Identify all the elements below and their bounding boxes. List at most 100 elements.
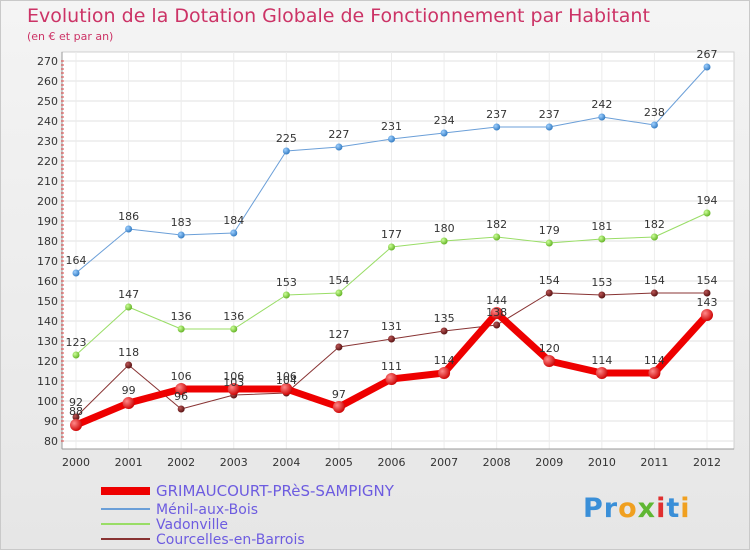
proxiti-logo: Proxiti [583, 493, 691, 524]
data-point [72, 269, 80, 277]
data-label: 111 [381, 360, 402, 373]
data-point [388, 135, 395, 143]
data-point [703, 63, 711, 71]
data-label: 154 [644, 274, 665, 287]
y-tick-label: 230 [37, 135, 58, 148]
data-label: 194 [697, 194, 718, 207]
data-label: 182 [486, 218, 507, 231]
data-point [545, 289, 553, 297]
data-point [332, 401, 345, 413]
x-tick-label: 2006 [378, 456, 406, 469]
data-label: 182 [644, 218, 665, 231]
data-label: 184 [223, 214, 244, 227]
y-tick-label: 270 [37, 55, 58, 68]
data-point [125, 361, 133, 369]
data-point [703, 209, 711, 217]
chart-title: Evolution de la Dotation Globale de Fonc… [27, 5, 650, 27]
data-label: 231 [381, 120, 402, 133]
data-point [440, 129, 448, 137]
data-label: 96 [174, 390, 188, 403]
data-point [72, 351, 80, 359]
y-tick-label: 170 [37, 255, 58, 268]
data-label: 135 [434, 312, 455, 325]
data-label: 180 [434, 222, 455, 235]
data-label: 186 [118, 210, 139, 223]
data-point [650, 289, 658, 297]
data-point [230, 229, 238, 237]
svg-text:Proxiti: Proxiti [583, 493, 691, 524]
data-label: 183 [171, 216, 192, 229]
data-point [388, 243, 395, 251]
data-point [650, 233, 658, 241]
y-tick-label: 180 [37, 235, 58, 248]
data-point [177, 325, 185, 333]
y-tick-label: 250 [37, 95, 58, 108]
data-label: 114 [644, 354, 665, 367]
x-tick-label: 2005 [325, 456, 353, 469]
data-point [545, 239, 553, 247]
data-label: 131 [381, 320, 402, 333]
data-point [282, 147, 290, 155]
data-point [595, 367, 608, 379]
data-label: 237 [539, 108, 560, 121]
data-point [440, 327, 448, 335]
data-point [493, 233, 501, 241]
data-point [543, 355, 556, 367]
legend-label: Courcelles-en-Barrois [156, 532, 305, 548]
data-label: 237 [486, 108, 507, 121]
x-tick-label: 2000 [62, 456, 90, 469]
data-label: 114 [434, 354, 455, 367]
data-point [701, 309, 713, 321]
data-point [493, 123, 501, 131]
data-label: 181 [591, 220, 612, 233]
data-point [598, 291, 606, 299]
data-label: 127 [328, 328, 349, 341]
data-label: 136 [171, 310, 192, 323]
data-point [335, 289, 343, 297]
x-tick-label: 2010 [588, 456, 616, 469]
y-tick-label: 80 [44, 435, 58, 448]
data-label: 106 [276, 370, 297, 383]
y-tick-label: 200 [37, 195, 58, 208]
data-point [650, 121, 658, 129]
data-point [72, 413, 80, 421]
data-label: 114 [591, 354, 612, 367]
data-label: 242 [591, 98, 612, 111]
x-tick-label: 2011 [640, 456, 668, 469]
data-point [227, 383, 240, 395]
data-label: 97 [332, 388, 346, 401]
data-point [175, 383, 188, 395]
data-label: 106 [171, 370, 192, 383]
data-label: 123 [66, 336, 87, 349]
data-point [438, 367, 451, 379]
data-point [177, 231, 185, 239]
x-tick-label: 2003 [220, 456, 248, 469]
y-tick-label: 260 [37, 75, 58, 88]
data-label: 106 [223, 370, 244, 383]
x-tick-label: 2012 [693, 456, 721, 469]
data-point [70, 419, 82, 431]
y-tick-label: 90 [44, 415, 58, 428]
y-tick-label: 160 [37, 275, 58, 288]
data-point [335, 143, 343, 151]
legend-label: Ménil-aux-Bois [156, 502, 258, 518]
data-label: 153 [591, 276, 612, 289]
data-label: 227 [328, 128, 349, 141]
data-point [125, 303, 133, 311]
data-point [493, 321, 501, 329]
plot-area [61, 51, 735, 450]
data-label: 99 [122, 384, 136, 397]
data-label: 153 [276, 276, 297, 289]
legend-label: GRIMAUCOURT-PRèS-SAMPIGNY [156, 482, 395, 500]
data-label: 143 [697, 296, 718, 309]
x-tick-label: 2004 [272, 456, 300, 469]
x-tick-label: 2008 [483, 456, 511, 469]
data-point [177, 405, 185, 413]
data-label: 92 [69, 396, 83, 409]
data-label: 147 [118, 288, 139, 301]
data-point [125, 225, 133, 233]
data-point [598, 235, 606, 243]
y-tick-label: 130 [37, 335, 58, 348]
data-label: 164 [66, 254, 87, 267]
